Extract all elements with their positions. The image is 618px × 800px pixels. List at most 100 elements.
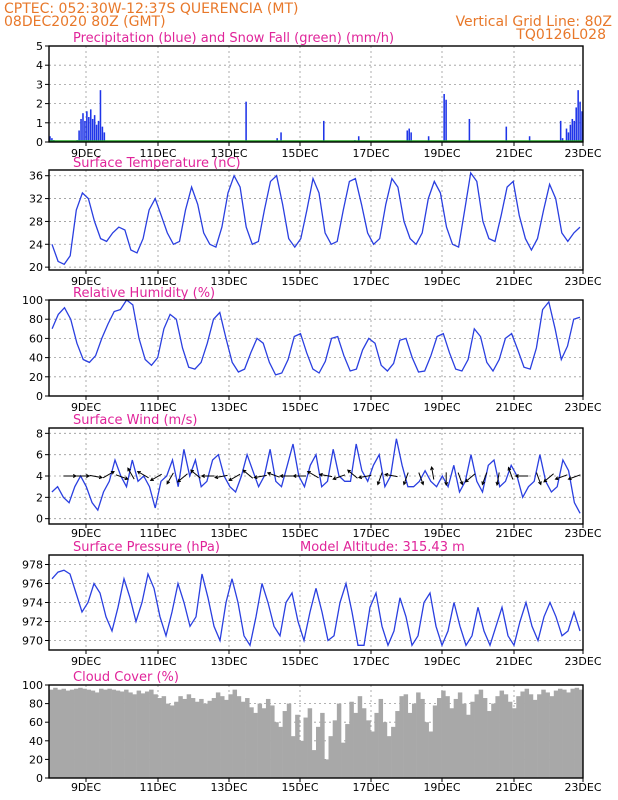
wind-arrow xyxy=(418,472,425,486)
wind-panel: 0 2 4 6 8 9DEC 11DEC 13DEC 15DEC 17DEC 19DEC 21DEC 2… xyxy=(36,413,602,540)
cloud-cover-bar xyxy=(391,726,396,778)
precip-bar xyxy=(443,94,445,142)
wind-arrow xyxy=(102,470,115,479)
cloud-cover-bar xyxy=(282,711,288,778)
temperature-panel: 20 24 28 32 36 9DEC 11DEC 13DEC 15DEC 17DEC 19DEC 2… xyxy=(29,156,602,288)
cloud-cover-bar xyxy=(562,689,567,778)
cloud-cover-bar xyxy=(257,703,263,778)
y-tick-label: 970 xyxy=(22,635,43,648)
cloud-cover-bar xyxy=(328,736,333,778)
cloud-cover-bar xyxy=(245,698,250,778)
x-tick-label: 21DEC xyxy=(495,655,532,668)
cloud-cover-bar xyxy=(349,701,354,778)
cloud-cover-bar xyxy=(378,698,384,778)
y-tick-label: 40 xyxy=(29,352,43,365)
y-tick-label: 24 xyxy=(29,238,43,251)
cloud-cover-bar xyxy=(278,726,283,778)
y-tick-label: 4 xyxy=(36,59,43,72)
precip-bar xyxy=(276,138,278,142)
cloud-cover-bar xyxy=(457,692,463,778)
cloud-cover-bar xyxy=(107,688,112,778)
cloud-cover-bar xyxy=(336,703,342,778)
wind-arrow xyxy=(384,472,398,478)
y-tick-label: 2 xyxy=(36,491,43,504)
wind-arrow xyxy=(507,466,514,480)
x-tick-label: 19DEC xyxy=(423,527,460,540)
cloud-cover-bar xyxy=(316,726,321,778)
wind-arrow xyxy=(332,474,346,481)
cloud-cover-bar xyxy=(228,694,233,778)
cloud-cover-bar xyxy=(178,696,183,778)
cloud-cover-bar xyxy=(115,690,121,778)
precip-bar xyxy=(84,120,86,142)
precip-bar xyxy=(427,136,430,142)
wind-arrow xyxy=(127,467,135,480)
precip-bar xyxy=(95,124,98,142)
wind-arrow xyxy=(554,474,568,481)
y-tick-label: 4 xyxy=(36,470,43,483)
cloud-cover-bar xyxy=(149,689,154,778)
wind-arrow xyxy=(430,466,435,480)
plot-frame xyxy=(48,684,584,779)
x-tick-label: 17DEC xyxy=(352,527,389,540)
cloud-cover-bar xyxy=(503,694,509,778)
x-tick-label: 9DEC xyxy=(71,275,101,288)
y-tick-label: 40 xyxy=(29,735,43,748)
x-tick-label: 19DEC xyxy=(423,275,460,288)
cloud-cover-bar xyxy=(307,708,313,778)
precip-bar xyxy=(528,136,531,142)
precip-panel: 0 1 2 3 4 5 9DEC 11DEC 13DEC 15DEC 17DEC 19DEC 21DEC… xyxy=(36,31,602,160)
cloud-cover-bar xyxy=(61,688,66,778)
temperature-line xyxy=(51,171,581,266)
wind-arrow xyxy=(166,472,174,485)
x-tick-label: 15DEC xyxy=(281,401,318,414)
wind-arrow xyxy=(514,474,529,478)
cloud-cover-bar xyxy=(566,692,571,778)
cloud-cover-bar xyxy=(357,696,363,778)
x-tick-label: 21DEC xyxy=(495,275,532,288)
cloud-cover-bar xyxy=(491,703,496,778)
cloud-cover-bar xyxy=(303,717,308,778)
x-tick-label: 17DEC xyxy=(352,781,389,794)
wind-title: Surface Wind (m/s) xyxy=(73,413,197,428)
cloud-cover-bar xyxy=(524,688,530,778)
header-grid-note: Vertical Grid Line: 80Z xyxy=(456,14,612,30)
x-tick-label: 23DEC xyxy=(564,527,601,540)
cloud-panel: 0 20 40 60 80 100 9DEC 11DEC 13DEC 15DEC 17DEC 19DE… xyxy=(22,670,602,794)
cloud-cover-bar xyxy=(182,698,187,778)
cloud-cover-bar xyxy=(395,711,400,778)
y-tick-label: 978 xyxy=(22,559,43,572)
x-tick-label: 9DEC xyxy=(71,655,101,668)
wind-arrow xyxy=(149,473,162,482)
y-tick-label: 20 xyxy=(29,753,43,766)
x-tick-label: 13DEC xyxy=(210,527,247,540)
y-tick-label: 32 xyxy=(29,193,43,206)
cloud-cover-bar xyxy=(111,689,117,778)
cloud-cover-bar xyxy=(411,703,417,778)
cloud-cover-bar xyxy=(169,705,175,778)
x-tick-label: 19DEC xyxy=(423,401,460,414)
precip-bar xyxy=(49,136,51,142)
precip-bar xyxy=(357,136,360,142)
y-tick-label: 0 xyxy=(36,772,43,785)
cloud-cover-bar xyxy=(274,722,279,778)
cloud-cover-bar xyxy=(265,698,271,778)
cloud-cover-bar xyxy=(153,694,158,778)
x-tick-label: 21DEC xyxy=(495,401,532,414)
x-tick-label: 13DEC xyxy=(210,781,247,794)
wind-arrow xyxy=(242,469,254,479)
cloud-cover-bar xyxy=(195,701,200,778)
precip-bar xyxy=(406,130,409,142)
cloud-cover-bar xyxy=(545,692,550,778)
cloud-cover-bar xyxy=(224,699,229,778)
wind-arrow xyxy=(279,474,293,478)
x-tick-label: 11DEC xyxy=(139,147,176,160)
cloud-cover-bar xyxy=(549,696,555,778)
wind-arrow xyxy=(89,474,104,480)
wind-arrow xyxy=(63,474,78,478)
wind-arrow xyxy=(464,473,476,483)
humidity-line xyxy=(51,299,581,376)
precip-bar xyxy=(567,132,570,142)
y-tick-label: 60 xyxy=(29,716,43,729)
cloud-cover-bar xyxy=(416,692,421,778)
